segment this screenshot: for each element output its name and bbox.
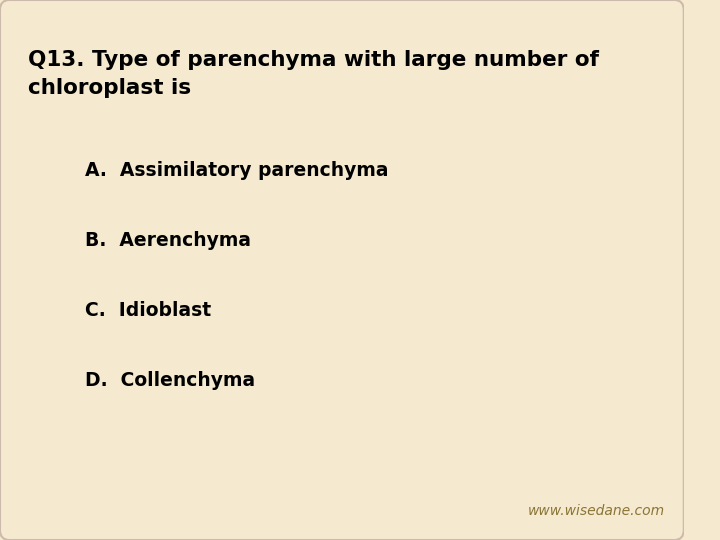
Text: Q13. Type of parenchyma with large number of
chloroplast is: Q13. Type of parenchyma with large numbe… xyxy=(29,50,600,98)
Text: www.wisedane.com: www.wisedane.com xyxy=(528,504,665,518)
Text: A.  Assimilatory parenchyma: A. Assimilatory parenchyma xyxy=(86,160,389,179)
Text: C.  Idioblast: C. Idioblast xyxy=(86,300,212,320)
Text: B.  Aerenchyma: B. Aerenchyma xyxy=(86,231,251,249)
Text: D.  Collenchyma: D. Collenchyma xyxy=(86,370,256,389)
FancyBboxPatch shape xyxy=(0,0,684,540)
